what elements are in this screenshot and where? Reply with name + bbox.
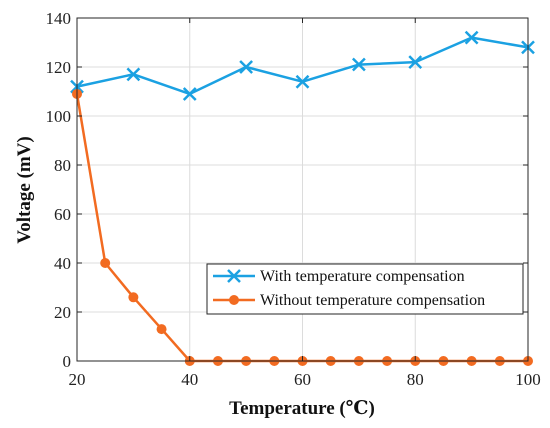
data-point-circle [156,324,167,335]
grid [76,17,529,362]
x-tick-label: 60 [294,370,311,389]
data-point-x-marker [182,87,197,101]
legend-label-without-compensation: Without temperature compensation [260,292,485,309]
y-tick-label: 140 [46,9,72,28]
x-axis-title: Temperature (℃) [229,398,375,419]
legend-label-with-compensation: With temperature compensation [260,268,465,285]
y-tick-label: 60 [54,205,71,224]
data-point-x-marker [239,60,254,74]
data-point-x-marker [295,74,310,89]
legend-marker-x-icon [227,269,241,283]
data-point-x-marker [351,57,366,72]
legend-marker-circle-icon [229,295,239,305]
data-point-x-marker [464,30,479,45]
data-point-x-marker [408,55,423,69]
y-tick-label: 80 [54,156,71,175]
x-tick-label: 20 [69,370,86,389]
x-tick-label: 100 [515,370,541,389]
y-tick-label: 120 [46,58,72,77]
y-tick-label: 0 [63,352,72,371]
legend: With temperature compensation Without te… [206,263,524,315]
data-point-circle [100,258,111,268]
x-tick-label: 40 [181,370,198,389]
data-point-circle [128,292,139,303]
x-tick-label: 80 [407,370,424,389]
y-tick-label: 100 [46,107,72,126]
legend-box [206,263,524,315]
y-tick-label: 40 [54,254,71,273]
y-axis-title: Voltage (mV) [14,136,35,243]
y-tick-label: 20 [54,303,71,322]
data-point-x-marker [126,67,141,82]
